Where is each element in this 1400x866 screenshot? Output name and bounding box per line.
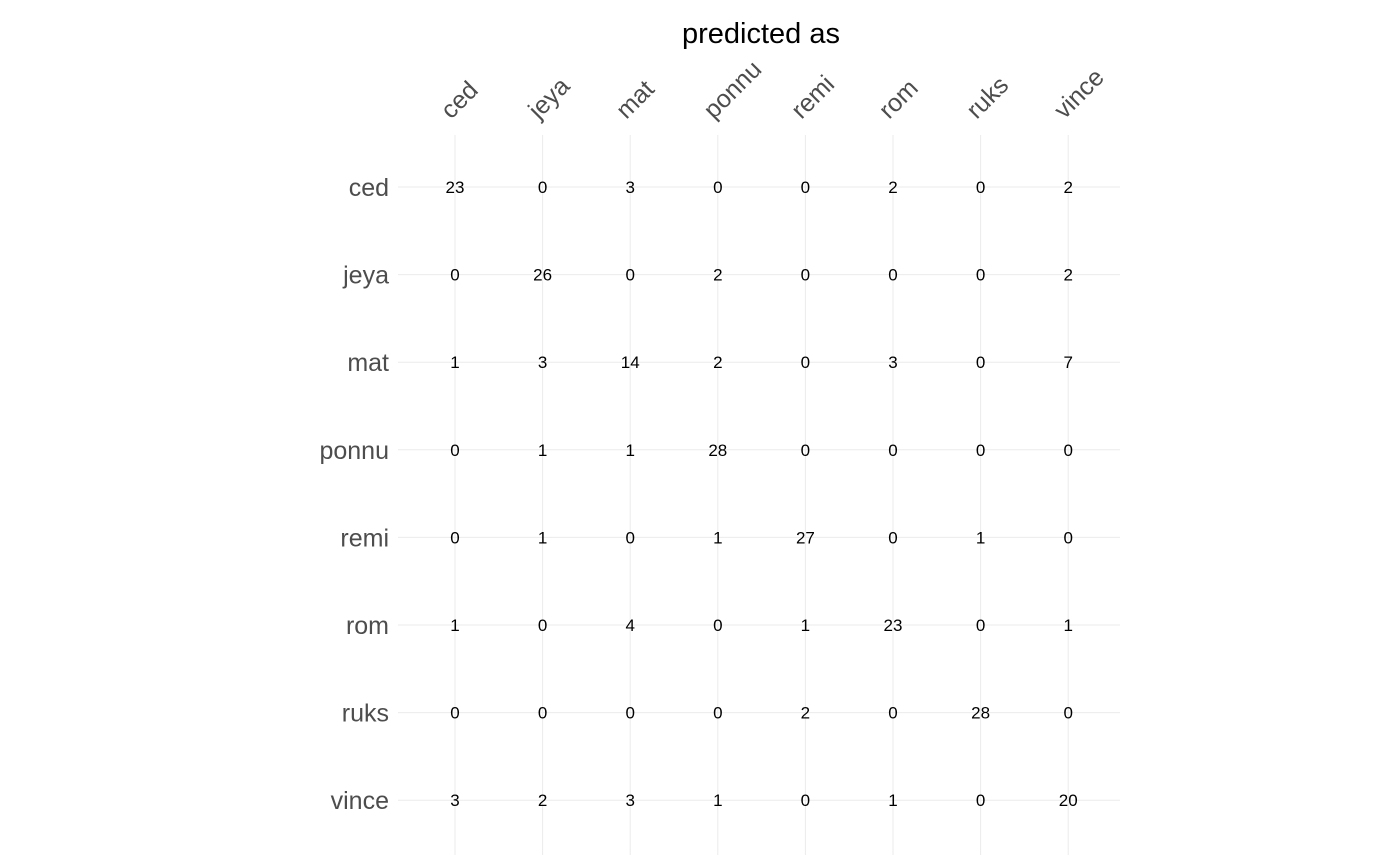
matrix-cell-value: 0 xyxy=(625,528,634,547)
matrix-cell-value: 0 xyxy=(976,441,985,460)
column-label: remi xyxy=(786,70,840,124)
matrix-cell-value: 1 xyxy=(801,616,810,635)
matrix-cell-value: 3 xyxy=(888,353,897,372)
row-label: ced xyxy=(349,174,389,202)
matrix-cell-value: 0 xyxy=(888,528,897,547)
matrix-cell-value: 2 xyxy=(713,266,722,285)
matrix-cell-value: 0 xyxy=(976,266,985,285)
row-label: jeya xyxy=(342,262,389,290)
matrix-cell-value: 0 xyxy=(538,704,547,723)
matrix-cell-value: 4 xyxy=(625,616,634,635)
column-label: vince xyxy=(1049,63,1110,124)
matrix-cell-value: 0 xyxy=(801,791,810,810)
matrix-cell-value: 1 xyxy=(450,353,459,372)
matrix-cell-value: 1 xyxy=(538,441,547,460)
matrix-cell-value: 28 xyxy=(708,441,727,460)
column-label: ponnu xyxy=(698,55,767,124)
matrix-cell-value: 0 xyxy=(450,528,459,547)
column-label: ruks xyxy=(961,71,1014,124)
matrix-cell-value: 2 xyxy=(888,178,897,197)
matrix-cell-value: 0 xyxy=(801,441,810,460)
row-label: ponnu xyxy=(319,437,389,465)
matrix-cell-value: 0 xyxy=(801,266,810,285)
matrix-cell-value: 0 xyxy=(976,353,985,372)
grid-lines xyxy=(398,135,1120,855)
column-label: ced xyxy=(435,76,483,124)
matrix-cell-value: 3 xyxy=(625,791,634,810)
matrix-cell-value: 27 xyxy=(796,528,815,547)
matrix-cell-value: 2 xyxy=(1063,178,1072,197)
matrix-cell-value: 0 xyxy=(713,178,722,197)
row-label: mat xyxy=(347,349,389,377)
matrix-cell-value: 0 xyxy=(976,616,985,635)
matrix-cell-value: 28 xyxy=(971,704,990,723)
matrix-cell-value: 2 xyxy=(801,704,810,723)
row-label: vince xyxy=(331,787,389,815)
matrix-cell-value: 0 xyxy=(888,266,897,285)
matrix-cell-value: 0 xyxy=(713,616,722,635)
matrix-cell-value: 2 xyxy=(538,791,547,810)
matrix-cell-value: 1 xyxy=(450,616,459,635)
matrix-cells: 23 0 3 0 0 2 0 20 26 0 2 0 0 0 21 3 14 2 0 3 0 70 1 1 28 0 0 0 00 1 0 1… xyxy=(446,178,1078,810)
matrix-cell-value: 0 xyxy=(1063,441,1072,460)
matrix-cell-value: 2 xyxy=(1063,266,1072,285)
row-label: rom xyxy=(346,612,389,640)
matrix-cell-value: 0 xyxy=(713,704,722,723)
matrix-cell-value: 0 xyxy=(976,178,985,197)
matrix-cell-value: 26 xyxy=(533,266,552,285)
column-label: rom xyxy=(873,74,923,124)
matrix-cell-value: 3 xyxy=(450,791,459,810)
matrix-cell-value: 2 xyxy=(713,353,722,372)
matrix-cell-value: 3 xyxy=(538,353,547,372)
chart-title: predicted as xyxy=(682,18,840,50)
column-label: mat xyxy=(611,75,660,124)
matrix-cell-value: 0 xyxy=(625,704,634,723)
matrix-cell-value: 23 xyxy=(884,616,903,635)
matrix-cell-value: 0 xyxy=(801,353,810,372)
matrix-cell-value: 1 xyxy=(625,441,634,460)
row-label: remi xyxy=(340,524,389,552)
matrix-cell-value: 0 xyxy=(976,791,985,810)
matrix-cell-value: 0 xyxy=(450,266,459,285)
matrix-cell-value: 3 xyxy=(625,178,634,197)
row-labels: ced jeya mat ponnu remi rom ruks vince xyxy=(319,174,389,815)
matrix-cell-value: 1 xyxy=(538,528,547,547)
matrix-cell-value: 0 xyxy=(801,178,810,197)
matrix-cell-value: 0 xyxy=(538,616,547,635)
matrix-cell-value: 7 xyxy=(1063,353,1072,372)
matrix-cell-value: 0 xyxy=(450,441,459,460)
matrix-cell-value: 0 xyxy=(538,178,547,197)
matrix-cell-value: 1 xyxy=(713,528,722,547)
matrix-cell-value: 0 xyxy=(625,266,634,285)
matrix-cell-value: 23 xyxy=(446,178,465,197)
matrix-cell-value: 20 xyxy=(1059,791,1078,810)
matrix-cell-value: 0 xyxy=(1063,704,1072,723)
column-label: jeya xyxy=(522,72,575,125)
matrix-cell-value: 14 xyxy=(621,353,640,372)
matrix-cell-value: 1 xyxy=(888,791,897,810)
matrix-cell-value: 1 xyxy=(1063,616,1072,635)
row-label: ruks xyxy=(342,700,389,728)
matrix-cell-value: 1 xyxy=(713,791,722,810)
column-labels: ced jeya mat ponnu remi rom ruks vince xyxy=(435,55,1109,125)
matrix-cell-value: 0 xyxy=(1063,528,1072,547)
matrix-cell-value: 0 xyxy=(450,704,459,723)
matrix-cell-value: 0 xyxy=(888,704,897,723)
matrix-cell-value: 1 xyxy=(976,528,985,547)
matrix-cell-value: 0 xyxy=(888,441,897,460)
